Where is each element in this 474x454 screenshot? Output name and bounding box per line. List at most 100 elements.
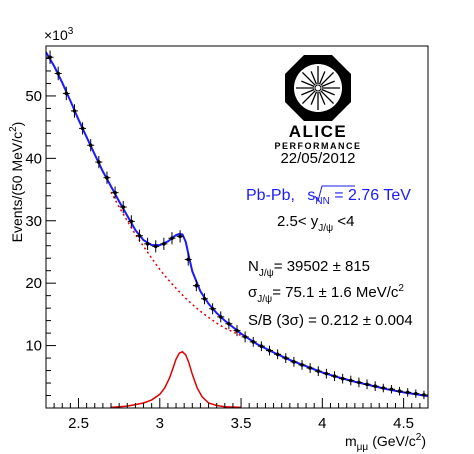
- data-point: [62, 86, 70, 101]
- marker: [235, 328, 239, 333]
- chart-points: [46, 50, 428, 400]
- x-tick-label: 3.5: [231, 415, 252, 432]
- total-fit-curve: [45, 51, 429, 398]
- marker: [267, 348, 272, 353]
- data-point: [322, 368, 330, 379]
- marker: [292, 360, 296, 364]
- collision-system: Pb-Pb, sNN = 2.76 TeV: [246, 187, 411, 207]
- marker: [381, 386, 386, 390]
- background-fit-curve: [110, 191, 242, 337]
- data-point: [249, 336, 257, 347]
- logo-ray: [320, 90, 335, 105]
- data-point: [225, 318, 233, 330]
- marker: [365, 382, 369, 387]
- marker: [129, 219, 134, 224]
- date-label: 22/05/2012: [280, 150, 355, 167]
- marker: [422, 393, 426, 397]
- marker: [218, 315, 223, 319]
- data-point: [387, 385, 395, 394]
- data-point: [127, 215, 135, 228]
- y-tick-label: 50: [25, 88, 42, 105]
- logo-ray: [321, 80, 335, 88]
- marker: [88, 143, 93, 148]
- data-point: [420, 390, 428, 400]
- marker: [373, 384, 377, 388]
- marker: [145, 242, 150, 246]
- marker: [186, 257, 191, 262]
- y-tick-label: 40: [25, 150, 42, 167]
- data-point: [144, 237, 152, 250]
- marker: [340, 376, 345, 381]
- marker: [72, 109, 77, 113]
- data-point: [54, 66, 62, 81]
- signal-fit-curve: [110, 350, 242, 409]
- logo-ray: [321, 88, 335, 96]
- marker: [259, 344, 264, 349]
- x-tick-label: 4: [318, 415, 326, 432]
- data-point: [241, 331, 249, 343]
- sqrt-sign: [314, 185, 355, 203]
- logo-ray: [301, 71, 316, 86]
- marker: [56, 71, 60, 76]
- marker: [357, 380, 361, 385]
- marker: [202, 296, 207, 301]
- data-point: [306, 363, 314, 373]
- marker: [170, 236, 174, 241]
- marker: [80, 126, 85, 131]
- marker: [194, 283, 199, 288]
- signal-to-background: S/B (3σ) = 0.212 ± 0.004: [248, 312, 413, 329]
- marker: [348, 378, 353, 383]
- data-point: [209, 303, 217, 315]
- y-axis-exponent: ×103: [44, 26, 74, 43]
- logo-name: ALICE: [289, 122, 348, 141]
- sigma-jpsi: σJ/ψ= 75.1 ± 1.6 MeV/c2: [248, 283, 404, 305]
- marker: [210, 306, 215, 311]
- data-point: [396, 386, 404, 396]
- chart-curves: [45, 51, 429, 409]
- data-point: [331, 371, 339, 382]
- y-tick-label: 30: [25, 213, 42, 230]
- logo-ray: [318, 71, 326, 85]
- data-point: [184, 253, 192, 266]
- data-point: [314, 366, 322, 377]
- marker: [414, 391, 418, 396]
- logo-ray: [310, 71, 318, 85]
- x-axis-label: mμμ (GeV/c2): [345, 432, 426, 453]
- data-point: [282, 353, 290, 363]
- plot-frame: [45, 45, 429, 409]
- x-tick-label: 4.5: [393, 415, 414, 432]
- data-point: [404, 388, 412, 397]
- marker: [405, 390, 410, 395]
- data-point: [87, 139, 95, 152]
- marker: [308, 366, 312, 370]
- y-tick-label: 10: [25, 338, 42, 355]
- data-point: [363, 379, 371, 390]
- logo-ray: [301, 88, 315, 96]
- marker: [105, 175, 109, 180]
- data-point: [355, 377, 363, 388]
- data-point: [257, 341, 265, 352]
- x-tick-label: 3: [156, 415, 164, 432]
- data-point: [290, 356, 298, 367]
- x-tick-label: 2.5: [68, 415, 89, 432]
- data-point: [95, 155, 103, 169]
- logo-ray: [318, 91, 326, 105]
- marker: [243, 335, 247, 339]
- marker: [97, 160, 101, 164]
- data-point: [298, 360, 306, 370]
- marker: [137, 233, 142, 238]
- marker: [275, 352, 280, 357]
- marker: [389, 387, 394, 392]
- marker: [316, 369, 321, 373]
- y-tick-label: 20: [25, 275, 42, 292]
- logo-ray: [320, 71, 335, 86]
- logo-ray: [301, 90, 316, 105]
- data-point: [152, 240, 160, 253]
- data-point: [266, 345, 274, 356]
- data-point: [274, 349, 282, 360]
- chart-tick-labels: 2.5 3 3.5 4 4.5 10 20 30 40 50: [25, 88, 414, 432]
- data-point: [119, 200, 127, 214]
- marker: [121, 205, 126, 209]
- data-point: [412, 389, 420, 398]
